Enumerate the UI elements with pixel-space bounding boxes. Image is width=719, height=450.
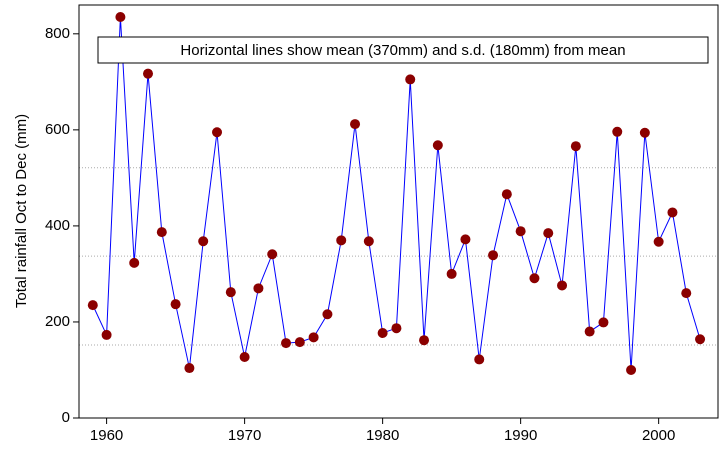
marker xyxy=(184,363,195,374)
marker xyxy=(281,338,292,349)
marker xyxy=(377,327,388,338)
marker xyxy=(501,189,512,200)
marker xyxy=(446,268,457,279)
marker xyxy=(667,207,678,218)
plot-frame xyxy=(78,4,719,419)
y-tick-label: 0 xyxy=(62,409,70,426)
marker xyxy=(170,299,181,310)
marker xyxy=(198,236,209,247)
y-tick-label: 600 xyxy=(45,121,70,138)
y-axis-label: Total rainfall Oct to Dec (mm) xyxy=(13,114,30,308)
marker xyxy=(419,335,430,346)
marker xyxy=(681,288,692,299)
x-tick-label: 2000 xyxy=(642,427,675,444)
y-tick-label: 800 xyxy=(45,25,70,42)
annotation-box xyxy=(97,36,709,64)
x-tick-label: 1980 xyxy=(366,427,399,444)
marker xyxy=(405,74,416,85)
marker xyxy=(639,127,650,138)
marker xyxy=(653,236,664,247)
marker xyxy=(253,283,264,294)
marker xyxy=(350,119,361,130)
marker xyxy=(584,326,595,337)
y-tick-label: 200 xyxy=(45,313,70,330)
marker xyxy=(474,354,485,365)
marker xyxy=(695,334,706,345)
y-tick-label: 400 xyxy=(45,217,70,234)
marker xyxy=(322,309,333,320)
marker xyxy=(143,68,154,79)
marker xyxy=(626,364,637,375)
marker xyxy=(129,257,140,268)
marker xyxy=(156,227,167,238)
annotation: Horizontal lines show mean (370mm) and s… xyxy=(180,42,625,59)
marker xyxy=(391,323,402,334)
x-tick-label: 1970 xyxy=(228,427,261,444)
marker xyxy=(239,352,250,363)
marker xyxy=(598,317,609,328)
marker xyxy=(529,273,540,284)
marker xyxy=(87,300,98,311)
marker xyxy=(515,226,526,237)
marker xyxy=(488,250,499,261)
marker xyxy=(101,329,112,340)
x-tick-label: 1990 xyxy=(504,427,537,444)
marker xyxy=(336,235,347,246)
marker xyxy=(432,140,443,151)
marker xyxy=(267,249,278,260)
marker xyxy=(543,228,554,239)
marker xyxy=(115,12,126,23)
marker xyxy=(308,332,319,343)
marker xyxy=(225,287,236,298)
marker xyxy=(570,141,581,152)
line xyxy=(92,16,701,371)
marker xyxy=(557,280,568,291)
x-tick-label: 1960 xyxy=(90,427,123,444)
marker xyxy=(460,234,471,245)
marker xyxy=(363,236,374,247)
marker xyxy=(294,337,305,348)
marker xyxy=(612,126,623,137)
marker xyxy=(212,127,223,138)
